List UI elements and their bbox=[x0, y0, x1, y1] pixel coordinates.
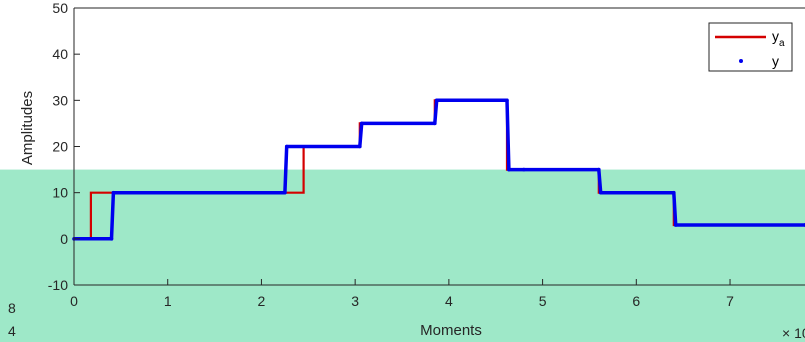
series-y-point bbox=[359, 121, 364, 126]
x-tick-label: 6 bbox=[632, 293, 640, 309]
x-tick-label: 1 bbox=[164, 293, 172, 309]
x-tick-label: 0 bbox=[70, 293, 78, 309]
series-y-point bbox=[434, 98, 439, 103]
series-y-point bbox=[358, 144, 362, 149]
y-tick-label: 30 bbox=[52, 92, 68, 108]
series-y-point bbox=[109, 237, 114, 241]
legend-y-swatch bbox=[739, 59, 743, 63]
y-tick-label: 20 bbox=[52, 139, 68, 155]
x-tick-label: 2 bbox=[258, 293, 266, 309]
y-tick-label: -10 bbox=[48, 277, 68, 293]
x-exponent-label: × 10 bbox=[782, 325, 805, 341]
series-y-point bbox=[507, 167, 511, 172]
x-tick-label: 3 bbox=[351, 293, 359, 309]
series-y-point bbox=[505, 98, 509, 103]
legend-box bbox=[708, 22, 793, 72]
y-axis-label: Amplitudes bbox=[19, 91, 36, 165]
series-y-point bbox=[522, 167, 526, 172]
series-y-point bbox=[433, 121, 437, 126]
series-y-point bbox=[598, 190, 603, 195]
x-tick-label: 4 bbox=[445, 293, 453, 309]
stray-label-8: 8 bbox=[8, 300, 16, 316]
stray-label-4: 4 bbox=[8, 323, 16, 339]
y-tick-label: 50 bbox=[52, 0, 68, 16]
series-y-point bbox=[597, 167, 601, 172]
series-y-point bbox=[671, 190, 676, 195]
y-tick-label: 0 bbox=[60, 231, 68, 247]
legend: ya y bbox=[708, 22, 793, 72]
series-y-point bbox=[284, 144, 289, 149]
overlay-band bbox=[0, 169, 805, 342]
y-tick-label: 10 bbox=[52, 185, 68, 201]
x-tick-label: 5 bbox=[539, 293, 547, 309]
y-tick-label: 40 bbox=[52, 46, 68, 62]
x-tick-label: 7 bbox=[726, 293, 734, 309]
series-y-point bbox=[283, 190, 287, 195]
series-y-point bbox=[673, 223, 678, 227]
series-y-point bbox=[111, 190, 116, 195]
series-layer bbox=[72, 98, 805, 241]
legend-y-label: y bbox=[772, 53, 779, 69]
x-axis-label: Moments bbox=[420, 322, 482, 339]
